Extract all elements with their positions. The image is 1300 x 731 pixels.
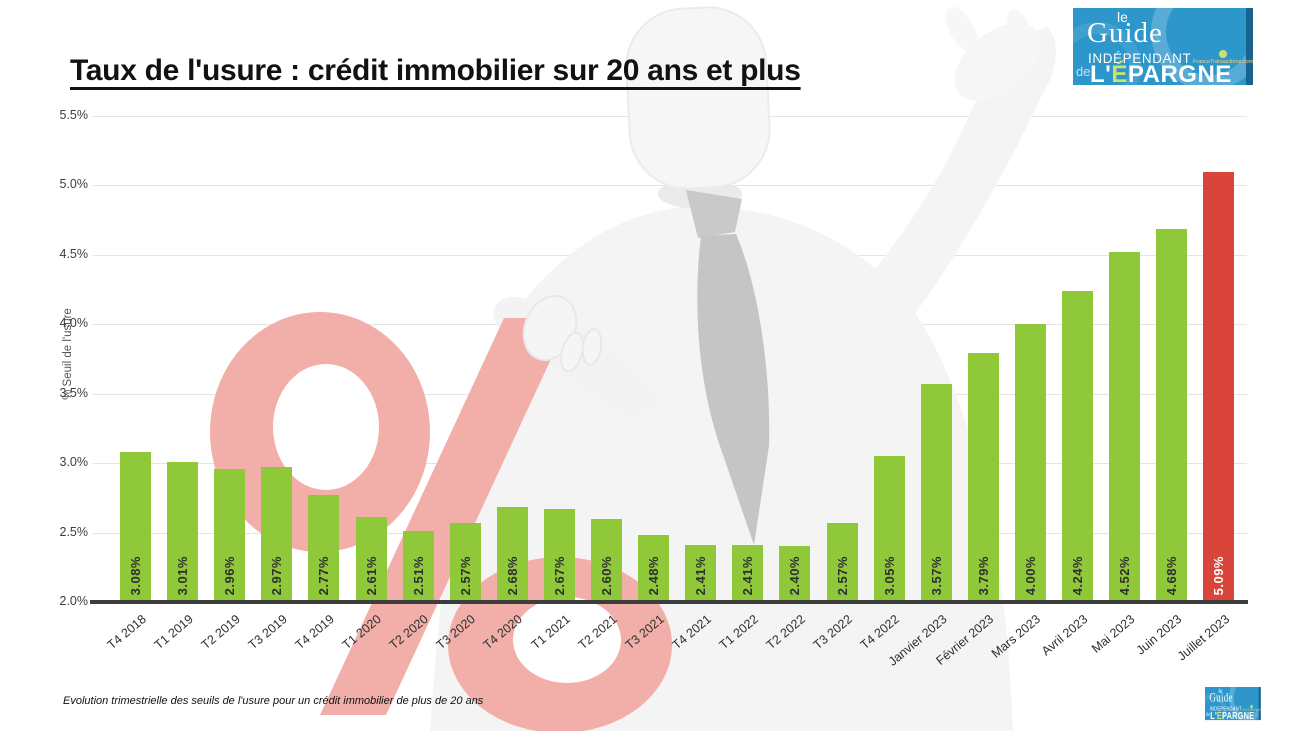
bar-value-label: 3.01% — [175, 555, 191, 595]
bar-T4 2018: 3.08% — [120, 451, 151, 602]
bar-T3 2022: 2.57% — [826, 522, 858, 602]
x-tick-label-text: T1 2020 — [339, 612, 384, 653]
bar-value-label: 2.48% — [646, 555, 662, 595]
bar-value-label: 2.40% — [787, 555, 803, 595]
x-tick-label-text: T1 2022 — [716, 612, 761, 653]
x-tick-label-text: T4 2022 — [857, 612, 903, 653]
x-tick-label-text: Avril 2023 — [1039, 612, 1091, 659]
bar-T3 2019: 2.97% — [261, 467, 293, 602]
y-tick-label: 5.0% — [59, 177, 89, 191]
y-tick-label: 2.5% — [59, 524, 89, 539]
bar-T4 2020: 2.68% — [496, 507, 528, 602]
y-axis-title: % Seuil de l'usure — [62, 308, 74, 400]
x-tick-label-text: Juillet 2023 — [1174, 612, 1232, 664]
bar-value-label: 3.08% — [128, 555, 143, 595]
y-tick-label: 4.0% — [59, 316, 89, 330]
y-tick-label: 2.0% — [59, 594, 89, 608]
x-tick-label-text: Mars 2023 — [989, 612, 1044, 661]
x-tick-label-text: T2 2021 — [575, 612, 620, 653]
x-tick-label-text: T3 2019 — [245, 612, 290, 653]
bar-value-label: 5.09% — [1211, 555, 1227, 595]
bar-value-label: 4.00% — [1022, 555, 1038, 595]
bar-T1 2022: 2.41% — [732, 545, 764, 602]
x-tick-label-text: T3 2020 — [434, 612, 479, 653]
x-tick-label-text: T3 2022 — [810, 612, 855, 653]
bar-value-label: 2.41% — [693, 555, 709, 595]
bar-value-label: 2.96% — [222, 555, 238, 595]
bar-T3 2021: 2.48% — [638, 535, 670, 602]
x-tick-label-text: T1 2021 — [528, 612, 573, 653]
bar-Février 2023: 3.79% — [967, 353, 999, 602]
bar-Mars 2023: 4.00% — [1014, 324, 1046, 602]
bar-T1 2020: 2.61% — [355, 517, 387, 602]
bar-Juillet 2023: 5.09% — [1203, 172, 1235, 602]
bar-T2 2020: 2.51% — [402, 531, 434, 602]
x-tick-label-text: T1 2019 — [151, 612, 196, 653]
bar-T4 2022: 3.05% — [873, 456, 905, 602]
y-tick-label: 5.5% — [59, 107, 89, 122]
bar-T2 2019: 2.96% — [214, 468, 246, 602]
x-tick-label-text: T2 2022 — [763, 612, 808, 653]
bar-value-label: 2.41% — [740, 555, 756, 595]
x-tick-label-text: T3 2021 — [622, 612, 667, 653]
bar-value-label: 2.60% — [599, 555, 614, 595]
bar-T1 2019: 3.01% — [167, 461, 199, 602]
bar-value-label: 2.68% — [504, 555, 520, 595]
bar-value-label: 2.51% — [410, 555, 426, 595]
figure-hand — [522, 295, 603, 373]
x-axis-line — [90, 600, 1248, 604]
x-tick-label-text: T4 2021 — [669, 612, 714, 653]
bar-value-label: 2.57% — [457, 555, 473, 595]
bar-T4 2021: 2.41% — [685, 545, 717, 602]
bar-value-label: 2.67% — [551, 555, 567, 595]
figure-tie — [686, 190, 770, 545]
bar-value-label: 3.57% — [928, 555, 944, 595]
bar-value-label: 3.05% — [881, 555, 897, 595]
bar-value-label: 2.61% — [363, 555, 379, 595]
bar-Avril 2023: 4.24% — [1062, 290, 1093, 602]
x-tick-label-text: T4 2018 — [104, 612, 149, 653]
x-tick-label-text: T4 2020 — [481, 612, 526, 653]
bar-T4 2019: 2.77% — [308, 494, 340, 602]
bar-value-label: 4.52% — [1117, 555, 1133, 595]
bar-value-label: 4.24% — [1070, 555, 1085, 595]
bar-T3 2020: 2.57% — [449, 522, 481, 602]
bar-T2 2022: 2.40% — [779, 546, 811, 602]
y-tick-label: 3.0% — [59, 455, 89, 469]
bar-value-label: 2.77% — [316, 555, 332, 595]
bar-Juin 2023: 4.68% — [1156, 229, 1188, 602]
bar-value-label: 2.57% — [834, 555, 850, 595]
bar-Janvier 2023: 3.57% — [920, 383, 952, 602]
bar-T1 2021: 2.67% — [543, 508, 575, 602]
bar-value-label: 4.68% — [1164, 555, 1180, 595]
x-tick-label-text: T2 2020 — [386, 612, 432, 653]
x-tick-label-text: T4 2019 — [292, 612, 337, 653]
bar-T2 2021: 2.60% — [591, 518, 622, 602]
y-tick-label: 4.5% — [59, 246, 89, 261]
x-tick-label-text: T2 2019 — [198, 612, 243, 653]
bar-value-label: 2.97% — [269, 555, 285, 595]
y-tick-label: 3.5% — [59, 385, 89, 400]
x-tick-label-text: Mai 2023 — [1089, 612, 1138, 656]
bar-value-label: 3.79% — [975, 555, 991, 595]
bar-Mai 2023: 4.52% — [1109, 251, 1141, 602]
